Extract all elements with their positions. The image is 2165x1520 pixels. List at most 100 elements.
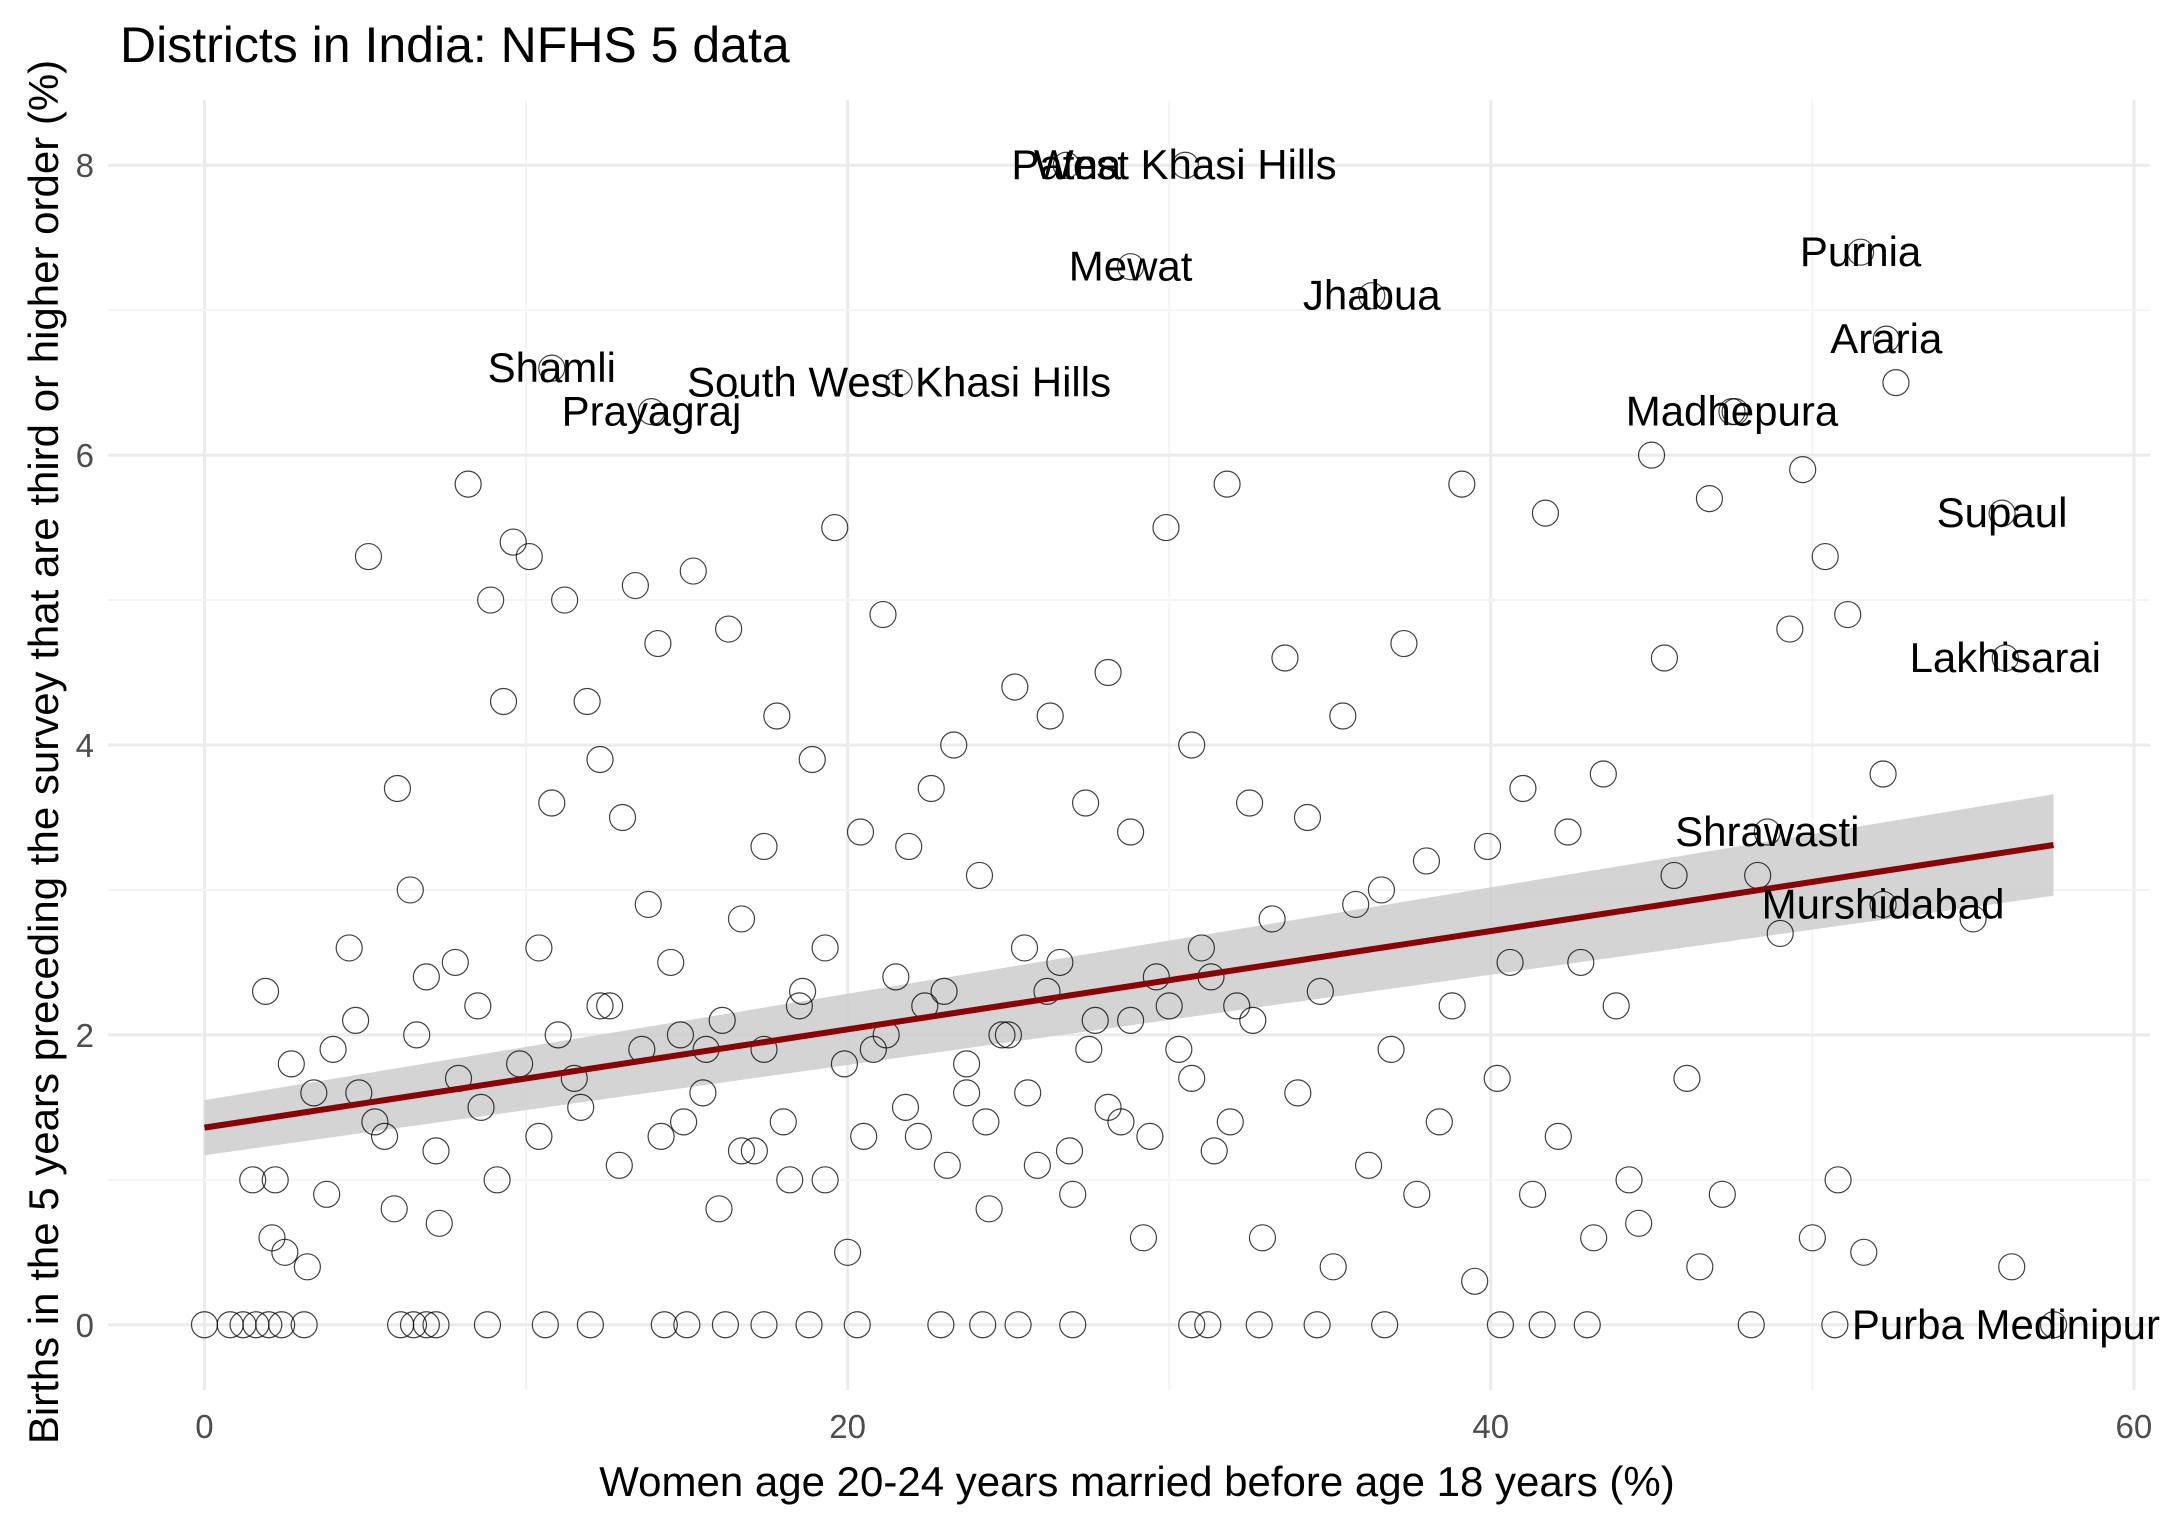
data-point	[1245, 1311, 1273, 1339]
data-point	[657, 948, 685, 977]
labeled-data-point	[1872, 325, 1900, 353]
point-label: Shrawasti	[1675, 808, 1859, 855]
data-point	[531, 1311, 559, 1339]
data-point	[1998, 1253, 2026, 1281]
data-point	[1554, 818, 1582, 846]
labeled-data-point	[1052, 151, 1080, 179]
data-point	[1117, 1006, 1145, 1034]
data-point	[499, 528, 527, 556]
data-point	[1329, 702, 1357, 730]
data-point	[1403, 1180, 1431, 1208]
data-point	[850, 1122, 878, 1150]
data-point	[1589, 760, 1617, 788]
data-point	[846, 818, 875, 846]
data-point	[1425, 1108, 1453, 1136]
data-point	[1136, 1122, 1164, 1150]
data-point	[834, 1238, 862, 1266]
data-point	[679, 557, 707, 585]
data-point	[1737, 1311, 1765, 1339]
trend-line-path	[204, 842, 2054, 1131]
data-point	[586, 992, 614, 1020]
data-point	[891, 1093, 920, 1121]
data-point	[843, 1311, 871, 1339]
data-point	[1518, 1180, 1547, 1208]
data-point	[930, 977, 958, 1006]
data-point	[586, 745, 614, 774]
point-label: Shamli	[488, 344, 616, 391]
data-point	[396, 876, 424, 904]
data-point	[830, 1050, 859, 1078]
data-point	[239, 1166, 267, 1194]
data-point	[258, 1224, 286, 1252]
data-point	[560, 1064, 588, 1092]
data-point	[650, 1311, 678, 1339]
data-point	[1023, 1151, 1051, 1179]
data-point	[1776, 615, 1804, 643]
data-point	[904, 1122, 932, 1150]
data-point	[1306, 977, 1334, 1006]
y-tick-label: 6	[76, 437, 94, 474]
data-point	[869, 600, 897, 629]
data-point	[927, 1311, 955, 1339]
data-point	[1708, 1180, 1736, 1208]
data-point	[1580, 1224, 1608, 1252]
data-point	[1673, 1064, 1701, 1092]
data-point	[1483, 1064, 1511, 1092]
labeled-data-point	[1117, 253, 1145, 281]
data-point	[1239, 1006, 1267, 1034]
data-point	[776, 1166, 804, 1194]
data-point	[454, 470, 482, 498]
data-point	[1216, 1108, 1244, 1136]
data-point	[1371, 1311, 1399, 1339]
data-point	[1528, 1311, 1556, 1339]
data-point	[1544, 1122, 1572, 1150]
data-point	[261, 1166, 289, 1194]
data-point	[1001, 673, 1029, 701]
labeled-data-point	[538, 354, 566, 382]
data-point	[1258, 905, 1286, 933]
data-point	[1319, 1253, 1347, 1281]
data-point	[538, 789, 566, 817]
data-point	[477, 586, 505, 614]
point-label: Supaul	[1937, 489, 2068, 536]
data-point	[1075, 1035, 1103, 1063]
data-point	[361, 1108, 389, 1136]
data-point	[1187, 934, 1215, 962]
data-point	[1033, 977, 1061, 1006]
point-label: Araria	[1830, 315, 1943, 362]
data-point	[1055, 1137, 1084, 1165]
data-point	[785, 992, 813, 1020]
data-point	[750, 832, 778, 861]
data-point	[1625, 1209, 1653, 1237]
data-point	[789, 977, 817, 1006]
confidence-band-area	[204, 794, 2054, 1156]
y-tick-label: 4	[76, 727, 94, 764]
data-point	[544, 1021, 572, 1049]
data-point	[811, 1166, 839, 1194]
data-point	[1165, 1035, 1193, 1063]
labeled-data-point	[1869, 890, 1897, 919]
data-point	[1959, 905, 1987, 933]
data-point	[412, 1311, 440, 1339]
data-point	[342, 1006, 370, 1034]
y-axis-ticks: 0 2 4 6 8	[76, 147, 94, 1344]
data-point	[917, 774, 945, 803]
data-point	[608, 803, 637, 832]
data-point	[711, 1311, 740, 1339]
data-point	[988, 1021, 1016, 1049]
labeled-data-point	[885, 369, 913, 397]
data-point	[953, 1079, 981, 1107]
data-point	[489, 687, 518, 716]
data-point	[1367, 876, 1396, 904]
data-point	[1194, 1311, 1222, 1339]
point-label: South West Khasi Hills	[687, 359, 1111, 406]
data-point	[1811, 542, 1839, 571]
data-point	[798, 745, 826, 774]
data-point	[576, 1311, 604, 1339]
data-point	[1213, 470, 1241, 498]
data-point	[1573, 1311, 1601, 1339]
data-point	[1178, 731, 1206, 759]
data-point	[953, 1050, 981, 1078]
